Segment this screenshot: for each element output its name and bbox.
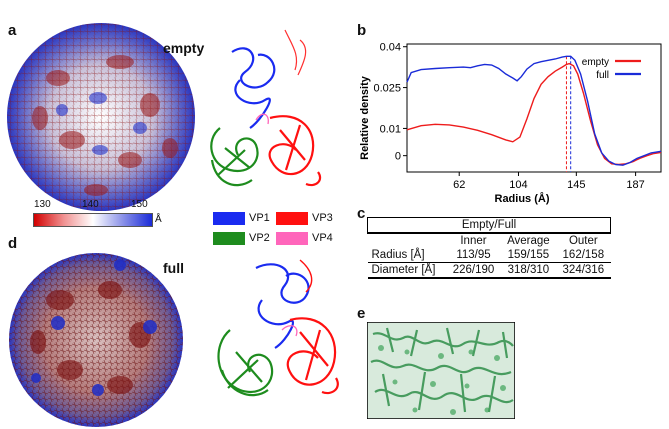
table-row: Diameter [Å] 226/190 318/310 324/316: [367, 263, 611, 278]
table-header-cell: Outer: [568, 235, 598, 247]
series-line-empty: [406, 62, 662, 166]
panel-label-e: e: [357, 305, 366, 322]
scale-tick-140: 140: [82, 199, 99, 210]
table-header-row: Inner Average Outer: [368, 233, 611, 248]
table-cell: 162/158: [556, 248, 611, 263]
legend-swatch-vp2: [213, 232, 245, 245]
label-empty: empty: [163, 40, 205, 56]
panel-label-a: a: [8, 22, 17, 39]
x-tick-label: 104: [509, 179, 527, 191]
y-tick-label: 0.04: [380, 42, 401, 54]
capsid-figures: [7, 23, 339, 427]
legend-label-full: full: [596, 70, 609, 81]
density-map-image: [367, 322, 515, 419]
density-chart: 0 0.01 0.025 0.04 62 104 145 187 empty full Relat…: [359, 42, 662, 205]
table-cell: Radius [Å]: [371, 249, 425, 261]
panel-label-b: b: [357, 22, 367, 39]
protein-ribbon-empty: [210, 29, 322, 187]
legend-swatch-vp3: [276, 212, 308, 225]
table-row: Radius [Å] 113/95 159/155 162/158: [367, 248, 611, 263]
legend-vp2: VP2: [213, 232, 270, 245]
table-header-cell: [368, 233, 447, 248]
capsid-empty-sphere: [7, 23, 195, 211]
dimensions-table-panel: Empty/Full Inner Average Outer Radius [Å…: [367, 217, 611, 279]
y-axis-label: Relative density: [359, 75, 371, 160]
table-header-cell: Inner: [460, 235, 487, 247]
table-cell: 324/316: [562, 264, 605, 276]
dimensions-table: Empty/Full Inner Average Outer Radius [Å…: [367, 217, 611, 279]
series-line-full: [406, 55, 662, 166]
table-caption: Empty/Full: [367, 217, 611, 234]
table-cell: Diameter [Å]: [371, 264, 436, 276]
protein-ribbon-full: [217, 259, 339, 397]
x-tick-label: 62: [453, 179, 465, 191]
legend-vp3: VP3: [276, 212, 333, 225]
x-tick-label: 145: [567, 179, 585, 191]
panel-label-d: d: [8, 235, 18, 252]
legend-swatch-vp1: [213, 212, 245, 225]
plot-frame: [406, 43, 662, 173]
capsid-full-sphere: [9, 253, 183, 427]
panel-label-c: c: [357, 205, 366, 222]
table-cell: 226/190: [452, 264, 495, 276]
table-cell: 318/310: [507, 264, 550, 276]
color-scale-bar: [33, 213, 153, 227]
table-cell: 113/95: [446, 248, 501, 263]
y-tick-label: 0.01: [380, 123, 401, 135]
legend-label-empty: empty: [582, 57, 609, 68]
scale-tick-130: 130: [34, 199, 51, 210]
scale-unit: Å: [155, 214, 162, 225]
x-axis-label: Radius (Å): [495, 192, 550, 205]
y-tick-label: 0.025: [373, 83, 401, 95]
scale-tick-150: 150: [131, 199, 148, 210]
label-full: full: [163, 260, 184, 276]
legend-vp1: VP1: [213, 212, 270, 225]
x-tick-label: 187: [626, 179, 644, 191]
legend-vp4: VP4: [276, 232, 333, 245]
table-cell: 159/155: [500, 248, 557, 263]
table-header-cell: Average: [507, 235, 550, 247]
y-tick-label: 0: [395, 151, 401, 163]
legend-swatch-vp4: [276, 232, 308, 245]
